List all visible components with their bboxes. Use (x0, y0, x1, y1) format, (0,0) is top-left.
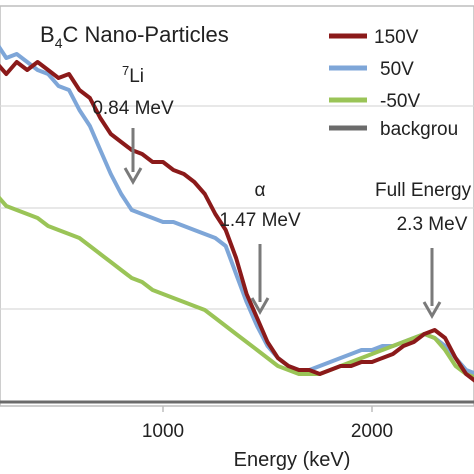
legend-label-1: 50V (380, 59, 414, 80)
annotation-arrow-head-0 (123, 167, 143, 186)
legend-label-2: -50V (380, 91, 420, 112)
series-line-150v (0, 60, 474, 383)
annotation-label-2: Full Energy P (375, 180, 474, 201)
annotation-energy-1: 1.47 MeV (219, 210, 301, 231)
legend: 150V 50V -50V backgrou (329, 27, 458, 140)
legend-label-3: backgrou (380, 119, 458, 140)
x-tick-label-1000: 1000 (142, 421, 184, 442)
annotation-energy-2: 2.3 MeV (397, 214, 468, 235)
annotation-label-1: α (255, 180, 266, 201)
annotation-arrow-head-2 (422, 301, 442, 320)
x-axis-ticks: 1000 2000 (142, 406, 393, 442)
plot-area (0, 5, 474, 407)
annotations: 7Li 0.84 MeV α 1.47 MeV Full Energy P 2.3 MeV (92, 63, 474, 320)
series-line-50v (0, 195, 474, 380)
series-group (0, 44, 474, 404)
x-tick-label-2000: 2000 (351, 421, 393, 442)
annotation-arrow-head-1 (250, 297, 270, 316)
legend-label-0: 150V (374, 27, 419, 48)
annotation-energy-0: 0.84 MeV (92, 98, 174, 119)
chart-title: B4C Nano-Particles (40, 22, 229, 51)
annotation-label-0: 7Li (122, 63, 144, 87)
x-axis-title: Energy (keV) (234, 449, 351, 471)
